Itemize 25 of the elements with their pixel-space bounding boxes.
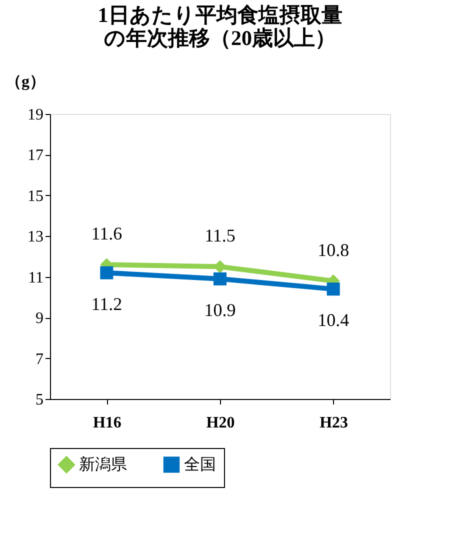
data-label: 11.2 [91,294,122,314]
x-tick-label: H20 [206,414,235,432]
data-label: 10.8 [318,240,350,260]
point [213,272,227,286]
y-tick-label: 9 [36,310,44,328]
point [326,282,340,296]
data-label: 10.4 [318,310,350,330]
legend-label: 新潟県 [79,456,127,474]
y-tick-label: 19 [28,106,44,124]
text: の年次推移（20歳以上） [104,26,336,50]
data-label: 11.6 [91,224,122,244]
y-tick-label: 15 [28,188,44,205]
text: 1日あたり平均食塩摂取量 [98,3,342,27]
x-tick-label: H16 [92,414,122,432]
data-label: 11.5 [204,226,236,246]
y-tick-label: 7 [36,350,44,368]
data-label: 10.9 [204,300,236,320]
point [100,266,114,280]
y-tick-label: 13 [28,228,44,246]
legend-label: 全国 [184,456,216,474]
y-axis-title: （g） [6,74,46,90]
x-tick-label: H23 [320,414,348,432]
y-tick-label: 17 [28,147,44,164]
y-tick-label: 11 [28,269,44,286]
y-tick-label: 5 [36,392,44,408]
